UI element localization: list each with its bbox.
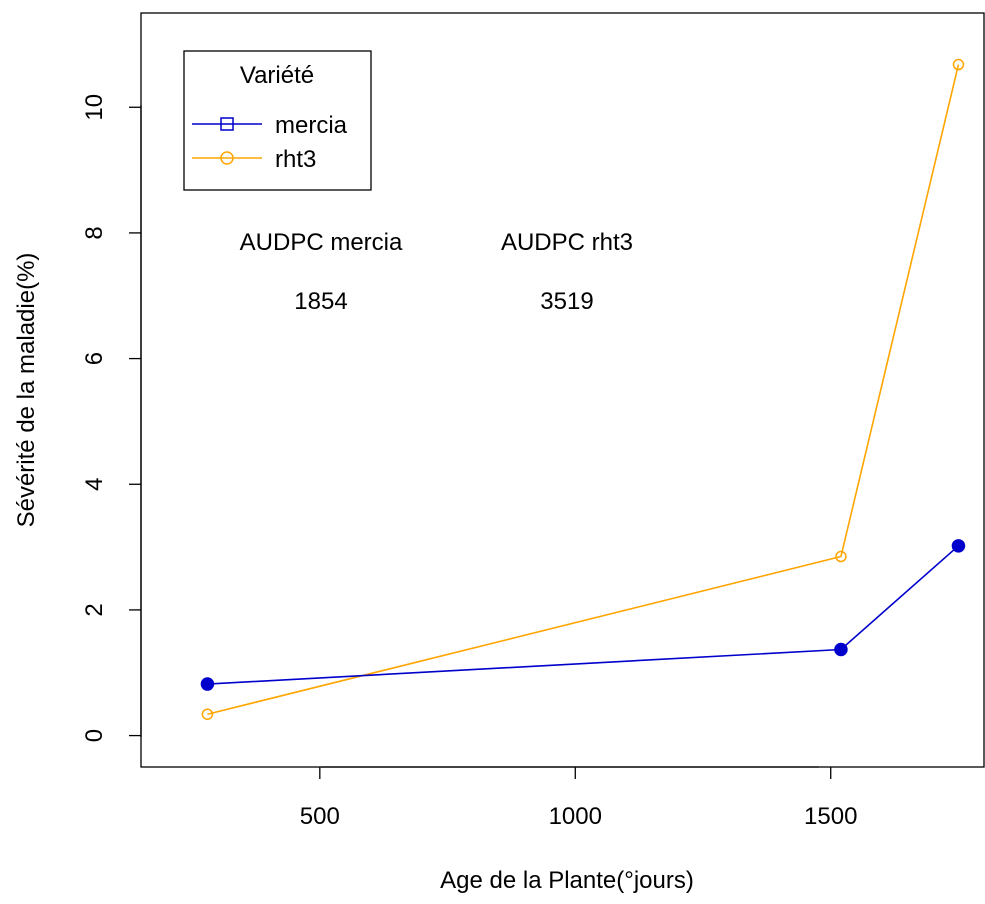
annotation-mercia-value: 1854 — [294, 288, 347, 315]
x-tick-label: 1500 — [804, 803, 857, 830]
y-tick-label: 8 — [81, 226, 108, 239]
legend-marker-mercia — [220, 117, 234, 131]
legend-label-mercia: mercia — [275, 112, 348, 139]
y-tick-label: 6 — [81, 352, 108, 365]
legend-title: Variété — [240, 62, 314, 89]
data-point-mercia — [200, 677, 215, 691]
y-ticks: 0 2 4 6 8 10 — [81, 94, 141, 742]
series-rht3 — [201, 58, 965, 720]
legend-box — [183, 50, 372, 191]
data-point-rht3 — [952, 58, 965, 71]
legend: Variété mercia rht3 — [183, 50, 372, 191]
y-tick-label: 4 — [81, 478, 108, 491]
annotation-mercia-label: AUDPC mercia — [240, 229, 403, 256]
x-axis-label: Age de la Plante(°jours) — [440, 867, 694, 894]
annotation-rht3-label: AUDPC rht3 — [501, 229, 633, 256]
series-mercia — [200, 539, 966, 691]
x-tick-label: 500 — [300, 803, 340, 830]
legend-entry-mercia: mercia — [192, 112, 348, 139]
legend-entry-rht3: rht3 — [192, 146, 316, 173]
data-point-rht3 — [835, 550, 847, 563]
data-point-mercia — [951, 539, 966, 553]
x-ticks: 500 1000 1500 — [300, 767, 857, 830]
y-tick-label: 0 — [81, 729, 108, 742]
x-tick-label: 1000 — [549, 803, 602, 830]
series-line-rht3 — [207, 64, 960, 715]
legend-marker-rht3 — [220, 151, 234, 165]
series-line-mercia — [207, 545, 959, 685]
annotation-rht3-value: 3519 — [540, 288, 593, 315]
data-point-mercia — [834, 642, 848, 657]
data-point-rht3 — [201, 708, 214, 720]
y-tick-label: 10 — [81, 94, 108, 121]
legend-label-rht3: rht3 — [275, 146, 316, 173]
annotation-mercia: AUDPC mercia 1854 — [240, 229, 403, 315]
y-axis-label: Sévérité de la maladie(%) — [13, 253, 40, 528]
series-layer — [200, 58, 966, 720]
y-tick-label: 2 — [81, 603, 108, 616]
annotation-rht3: AUDPC rht3 3519 — [501, 229, 633, 315]
